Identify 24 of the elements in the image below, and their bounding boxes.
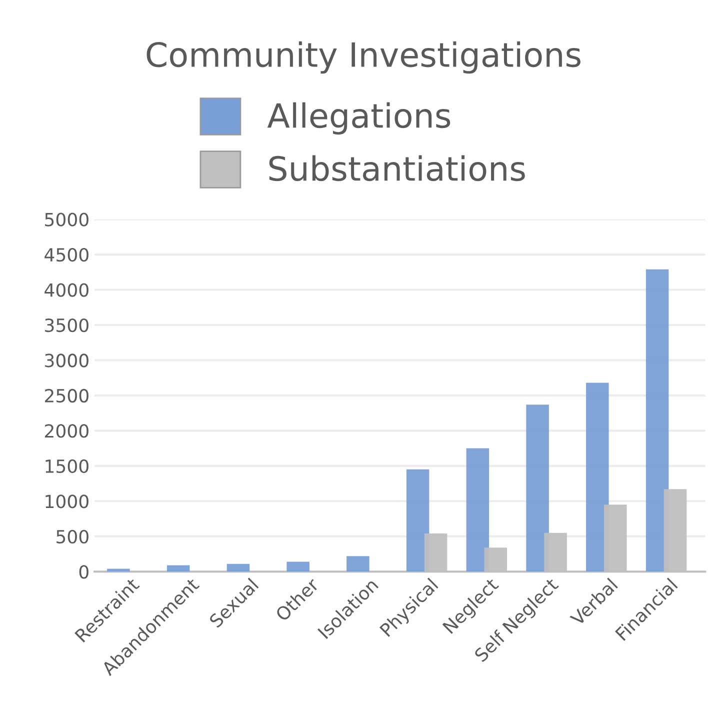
bar xyxy=(466,448,490,572)
bar xyxy=(526,404,549,572)
legend-label: Substantiations xyxy=(269,155,525,182)
y-tick-label: 2500 xyxy=(45,388,88,403)
chart-title: Community Investigations xyxy=(146,41,580,74)
y-tick-label: 500 xyxy=(56,530,88,544)
y-tick-label: 1500 xyxy=(46,459,88,474)
y-tick-label: 1000 xyxy=(46,494,88,508)
bar xyxy=(646,269,669,572)
bar xyxy=(286,562,310,572)
y-tick-label: 0 xyxy=(79,565,88,579)
y-tick-label: 4000 xyxy=(44,283,88,297)
bar xyxy=(226,564,250,572)
y-tick-label: 3000 xyxy=(45,354,88,368)
y-tick-label: 2000 xyxy=(45,424,88,438)
bar xyxy=(107,568,130,572)
legend-label: Allegations xyxy=(267,102,450,135)
bar xyxy=(406,469,430,572)
y-tick-label: 4500 xyxy=(44,248,88,262)
bar xyxy=(166,565,190,572)
bar xyxy=(586,382,609,572)
y-tick-label: 5000 xyxy=(45,212,88,226)
bar xyxy=(346,556,370,572)
y-tick-label: 3500 xyxy=(45,318,88,332)
